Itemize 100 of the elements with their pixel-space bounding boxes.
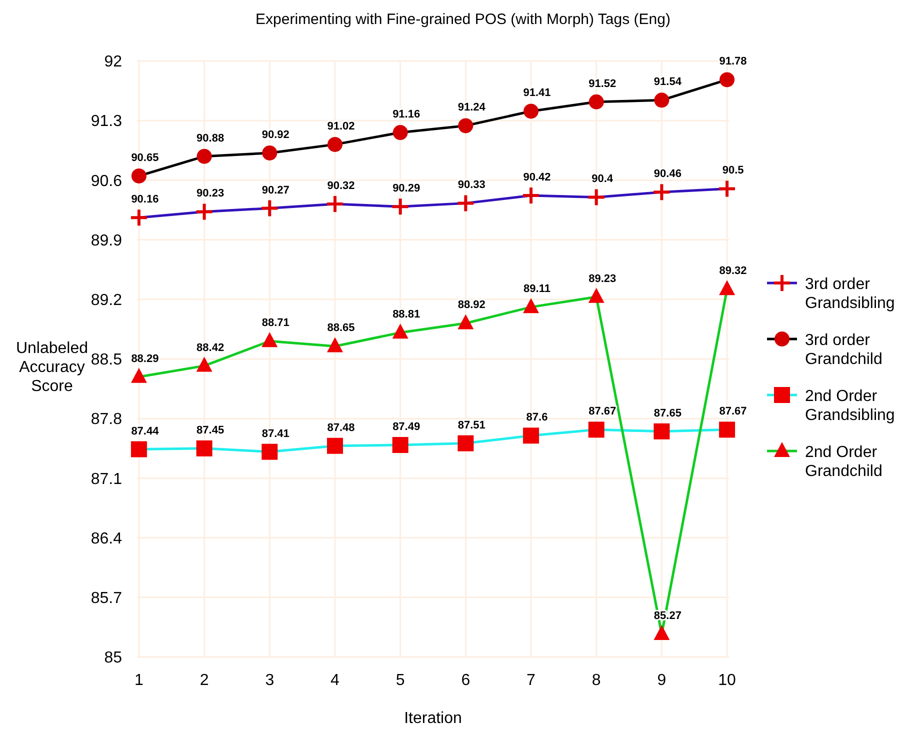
x-tick-label: 2	[200, 672, 209, 689]
data-label: 91.02	[327, 120, 355, 132]
point	[129, 208, 148, 228]
data-label: 90.32	[327, 180, 355, 192]
data-label: 91.41	[523, 87, 551, 100]
y-tick-label: 86.4	[90, 530, 122, 548]
point	[194, 202, 214, 222]
data-label: 88.29	[131, 352, 159, 365]
data-label: 89.23	[588, 272, 616, 285]
data-label: 90.4	[592, 173, 614, 186]
point	[586, 188, 606, 207]
data-label: 88.92	[458, 299, 486, 312]
legend-label: 3rd order Grandchild	[805, 332, 882, 368]
legend-label: 3rd order Grandsibling	[805, 276, 895, 312]
point	[458, 118, 474, 134]
x-tick-label: 5	[396, 672, 405, 689]
point	[390, 197, 410, 216]
data-label: 90.92	[262, 128, 290, 141]
data-label: 90.65	[131, 152, 159, 164]
data-label: 87.67	[719, 406, 747, 418]
x-tick-label: 3	[265, 672, 274, 689]
data-label: 87.48	[327, 422, 355, 434]
point	[456, 194, 476, 213]
point	[262, 145, 278, 160]
data-label: 90.23	[196, 188, 224, 200]
y-tick-label: 88.5	[90, 352, 122, 369]
data-label: 87.6	[526, 412, 548, 424]
legend-label: 2nd Order Grandchild	[805, 444, 882, 480]
point	[523, 298, 540, 314]
data-label: 87.45	[196, 424, 224, 436]
x-tick-label: 6	[461, 672, 470, 689]
point	[588, 422, 604, 438]
point	[458, 435, 474, 452]
data-label: 88.71	[262, 317, 290, 330]
y-axis-title: Unlabeled Accuracy Score	[16, 340, 88, 395]
data-label: 90.29	[392, 182, 420, 195]
data-label: 87.49	[392, 420, 420, 433]
x-tick-label: 4	[330, 672, 340, 689]
data-label: 90.46	[654, 168, 682, 180]
point	[130, 441, 147, 458]
point	[652, 182, 672, 202]
data-label: 89.32	[719, 265, 747, 278]
point	[719, 280, 736, 296]
y-tick-label: 90.6	[90, 172, 122, 190]
point	[130, 368, 147, 383]
point	[522, 186, 541, 206]
y-tick-label: 89.2	[90, 292, 122, 309]
point	[720, 72, 735, 88]
point	[262, 332, 278, 348]
point	[326, 337, 343, 352]
point	[588, 94, 604, 110]
data-label: 91.16	[392, 108, 420, 121]
point	[392, 436, 408, 453]
data-label: 90.5	[722, 164, 744, 177]
point	[131, 168, 146, 184]
point	[654, 625, 670, 640]
legend-label: 2nd Order Grandsibling	[805, 388, 895, 424]
point	[458, 314, 474, 330]
data-label: 88.81	[392, 308, 420, 321]
data-label: 88.65	[327, 322, 355, 334]
point	[196, 440, 212, 456]
y-tick-label: 89.9	[90, 232, 122, 250]
point	[327, 136, 342, 152]
data-label: 91.54	[654, 76, 682, 88]
x-tick-label: 8	[592, 672, 601, 689]
point	[718, 179, 737, 198]
data-label: 88.42	[196, 342, 224, 354]
data-label: 90.16	[131, 194, 159, 206]
y-tick-label: 85.7	[90, 590, 122, 607]
data-label: 87.44	[131, 425, 160, 438]
point	[392, 324, 408, 339]
data-label: 90.27	[262, 184, 290, 196]
data-label: 89.11	[524, 283, 550, 296]
point	[196, 148, 212, 164]
data-label: 91.78	[719, 56, 747, 68]
point	[524, 104, 539, 119]
y-tick-label: 87.1	[90, 470, 122, 488]
x-tick-label: 10	[718, 672, 736, 689]
x-tick-label: 9	[657, 672, 666, 689]
point	[325, 194, 344, 214]
data-label: 87.51	[458, 419, 486, 432]
data-label: 90.33	[458, 179, 486, 192]
y-tick-label: 87.8	[90, 411, 122, 428]
point	[260, 198, 280, 218]
point	[654, 92, 670, 108]
y-tick-label: 92	[104, 54, 122, 71]
data-label: 87.67	[588, 406, 616, 418]
point	[588, 288, 604, 303]
y-tick-label: 91.3	[90, 113, 122, 130]
point	[719, 422, 736, 438]
point	[654, 423, 670, 440]
point	[326, 438, 343, 454]
point	[262, 444, 278, 460]
data-label: 87.65	[654, 407, 682, 420]
chart-title: Experimenting with Fine-grained POS (with Morph) Tags (Eng)	[256, 11, 670, 28]
x-tick-label: 7	[526, 672, 536, 689]
data-label: 90.88	[196, 132, 224, 144]
data-label: 87.41	[262, 428, 290, 440]
x-tick-label: 1	[134, 672, 144, 689]
point	[392, 125, 408, 140]
